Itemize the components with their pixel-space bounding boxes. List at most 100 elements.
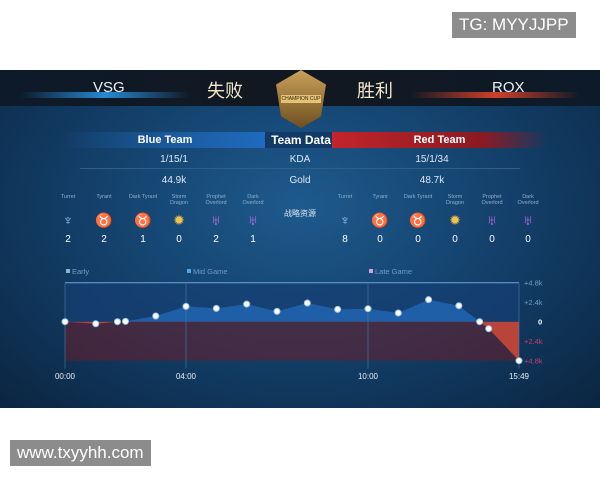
blue-objective-prophet-overlord: Prophet Overlord ♅ 2 bbox=[199, 194, 233, 245]
x-tick-label: 04:00 bbox=[176, 372, 197, 381]
dark-tyrant-icon: ♉ bbox=[134, 212, 152, 228]
objective-count: 2 bbox=[65, 234, 71, 245]
objective-count: 2 bbox=[213, 234, 219, 245]
y-tick-label: +2.4k bbox=[524, 298, 543, 307]
red-kda: 15/1/34 bbox=[415, 154, 449, 165]
watermark-top: TG: MYYJJPP bbox=[452, 12, 576, 38]
x-tick-label: 15:49 bbox=[509, 372, 530, 381]
data-point bbox=[303, 299, 311, 307]
phase-label: Late Game bbox=[375, 267, 412, 276]
objective-label: Storm Dragon bbox=[169, 194, 189, 206]
red-gold: 48.7k bbox=[419, 175, 445, 186]
data-point bbox=[212, 304, 220, 312]
objective-count: 0 bbox=[489, 234, 495, 245]
turret-icon: ♆ bbox=[62, 212, 74, 228]
strategic-resources-label: 战略资源 bbox=[284, 209, 316, 218]
data-point bbox=[243, 300, 251, 308]
blue-objective-dark-tyrant: Dark Tyrant ♉ 1 bbox=[126, 194, 160, 245]
blue-objective-tyrant: Tyrant ♉ 2 bbox=[87, 194, 121, 245]
red-objective-turret: Turret ♆ 8 bbox=[328, 194, 362, 245]
objective-count: 0 bbox=[415, 234, 421, 245]
red-objective-dark-overlord: Dark Overlord ♅ 0 bbox=[511, 194, 545, 245]
red-objective-prophet-overlord: Prophet Overlord ♅ 0 bbox=[475, 194, 509, 245]
red-team-header: Red Team bbox=[332, 132, 547, 148]
blue-objective-turret: Turret ♆ 2 bbox=[51, 194, 85, 245]
tyrant-icon: ♉ bbox=[371, 212, 389, 228]
data-point bbox=[92, 320, 100, 328]
kda-label: KDA bbox=[289, 154, 311, 165]
data-point bbox=[273, 307, 281, 315]
blue-team-header: Blue Team bbox=[60, 132, 270, 148]
objective-count: 8 bbox=[342, 234, 348, 245]
match-result-panel: VSG 失败 胜利 ROX CHAMPION CUP Blue Team Tea… bbox=[0, 70, 600, 408]
data-point bbox=[61, 318, 69, 326]
data-point bbox=[334, 305, 342, 313]
data-point bbox=[152, 312, 160, 320]
blue-gold: 44.9k bbox=[161, 175, 187, 186]
blue-kda: 1/15/1 bbox=[160, 154, 188, 165]
data-point bbox=[485, 325, 493, 333]
phase-label: Early bbox=[72, 267, 89, 276]
objective-count: 0 bbox=[452, 234, 458, 245]
turret-icon: ♆ bbox=[339, 212, 351, 228]
gold-label: Gold bbox=[289, 175, 311, 186]
blue-objective-dark-overlord: Dark Overlord ♅ 1 bbox=[236, 194, 270, 245]
dark-overlord-icon: ♅ bbox=[247, 212, 259, 228]
objective-label: Storm Dragon bbox=[445, 194, 465, 206]
objective-label: Dark Overlord bbox=[242, 194, 264, 206]
objective-label: Dark Overlord bbox=[517, 194, 539, 206]
champion-cup-logo: CHAMPION CUP bbox=[276, 70, 326, 128]
watermark-bottom: www.txyyhh.com bbox=[10, 440, 151, 466]
objective-label: Tyrant bbox=[96, 194, 112, 200]
y-tick-label: +2.4k bbox=[524, 337, 543, 346]
x-tick-label: 10:00 bbox=[358, 372, 379, 381]
objective-count: 0 bbox=[176, 234, 182, 245]
red-objective-tyrant: Tyrant ♉ 0 bbox=[363, 194, 397, 245]
negative-region bbox=[65, 321, 519, 361]
objective-count: 1 bbox=[250, 234, 256, 245]
team-data-header: Team Data bbox=[265, 132, 337, 148]
objective-label: Turret bbox=[60, 194, 76, 200]
y-tick-label: +4.8k bbox=[524, 357, 543, 366]
x-tick-label: 00:00 bbox=[55, 372, 76, 381]
dark-overlord-icon: ♅ bbox=[522, 212, 534, 228]
objective-label: Tyrant bbox=[372, 194, 388, 200]
objective-count: 1 bbox=[140, 234, 146, 245]
data-point bbox=[476, 318, 484, 326]
red-objective-storm-dragon: Storm Dragon ✹ 0 bbox=[438, 194, 472, 245]
right-team-name: ROX bbox=[492, 79, 525, 96]
objective-label: Dark Tyrant bbox=[128, 194, 158, 200]
data-point bbox=[455, 302, 463, 310]
tyrant-icon: ♉ bbox=[95, 212, 113, 228]
phase-marker-icon bbox=[66, 269, 70, 273]
objective-count: 0 bbox=[377, 234, 383, 245]
dark-tyrant-icon: ♉ bbox=[409, 212, 427, 228]
data-point bbox=[364, 305, 372, 313]
objective-label: Prophet Overlord bbox=[481, 194, 503, 206]
red-objective-dark-tyrant: Dark Tyrant ♉ 0 bbox=[401, 194, 435, 245]
y-tick-label: 0 bbox=[538, 318, 542, 327]
objective-count: 0 bbox=[525, 234, 531, 245]
blue-objective-storm-dragon: Storm Dragon ✹ 0 bbox=[162, 194, 196, 245]
data-point bbox=[515, 357, 523, 365]
objective-label: Prophet Overlord bbox=[205, 194, 227, 206]
left-team-name: VSG bbox=[93, 79, 125, 96]
left-result: 失败 bbox=[207, 81, 243, 101]
data-point bbox=[182, 302, 190, 310]
prophet-overlord-icon: ♅ bbox=[486, 212, 498, 228]
phase-label: Mid Game bbox=[193, 267, 228, 276]
storm-dragon-icon: ✹ bbox=[173, 212, 185, 228]
objective-label: Dark Tyrant bbox=[403, 194, 433, 200]
gold-difference-chart: 00:00 04:00 10:00 15:49 Early Mid Game Late Ga… bbox=[55, 267, 543, 381]
prophet-overlord-icon: ♅ bbox=[210, 212, 222, 228]
y-tick-label: +4.8k bbox=[524, 279, 543, 288]
objective-label: Turret bbox=[337, 194, 353, 200]
objective-count: 2 bbox=[101, 234, 107, 245]
storm-dragon-icon: ✹ bbox=[449, 212, 461, 228]
data-point bbox=[113, 318, 121, 326]
phase-marker-icon bbox=[369, 269, 373, 273]
blue-advantage-area bbox=[117, 299, 480, 322]
data-point bbox=[122, 317, 129, 325]
phase-marker-icon bbox=[187, 269, 191, 273]
right-result: 胜利 bbox=[357, 81, 393, 101]
